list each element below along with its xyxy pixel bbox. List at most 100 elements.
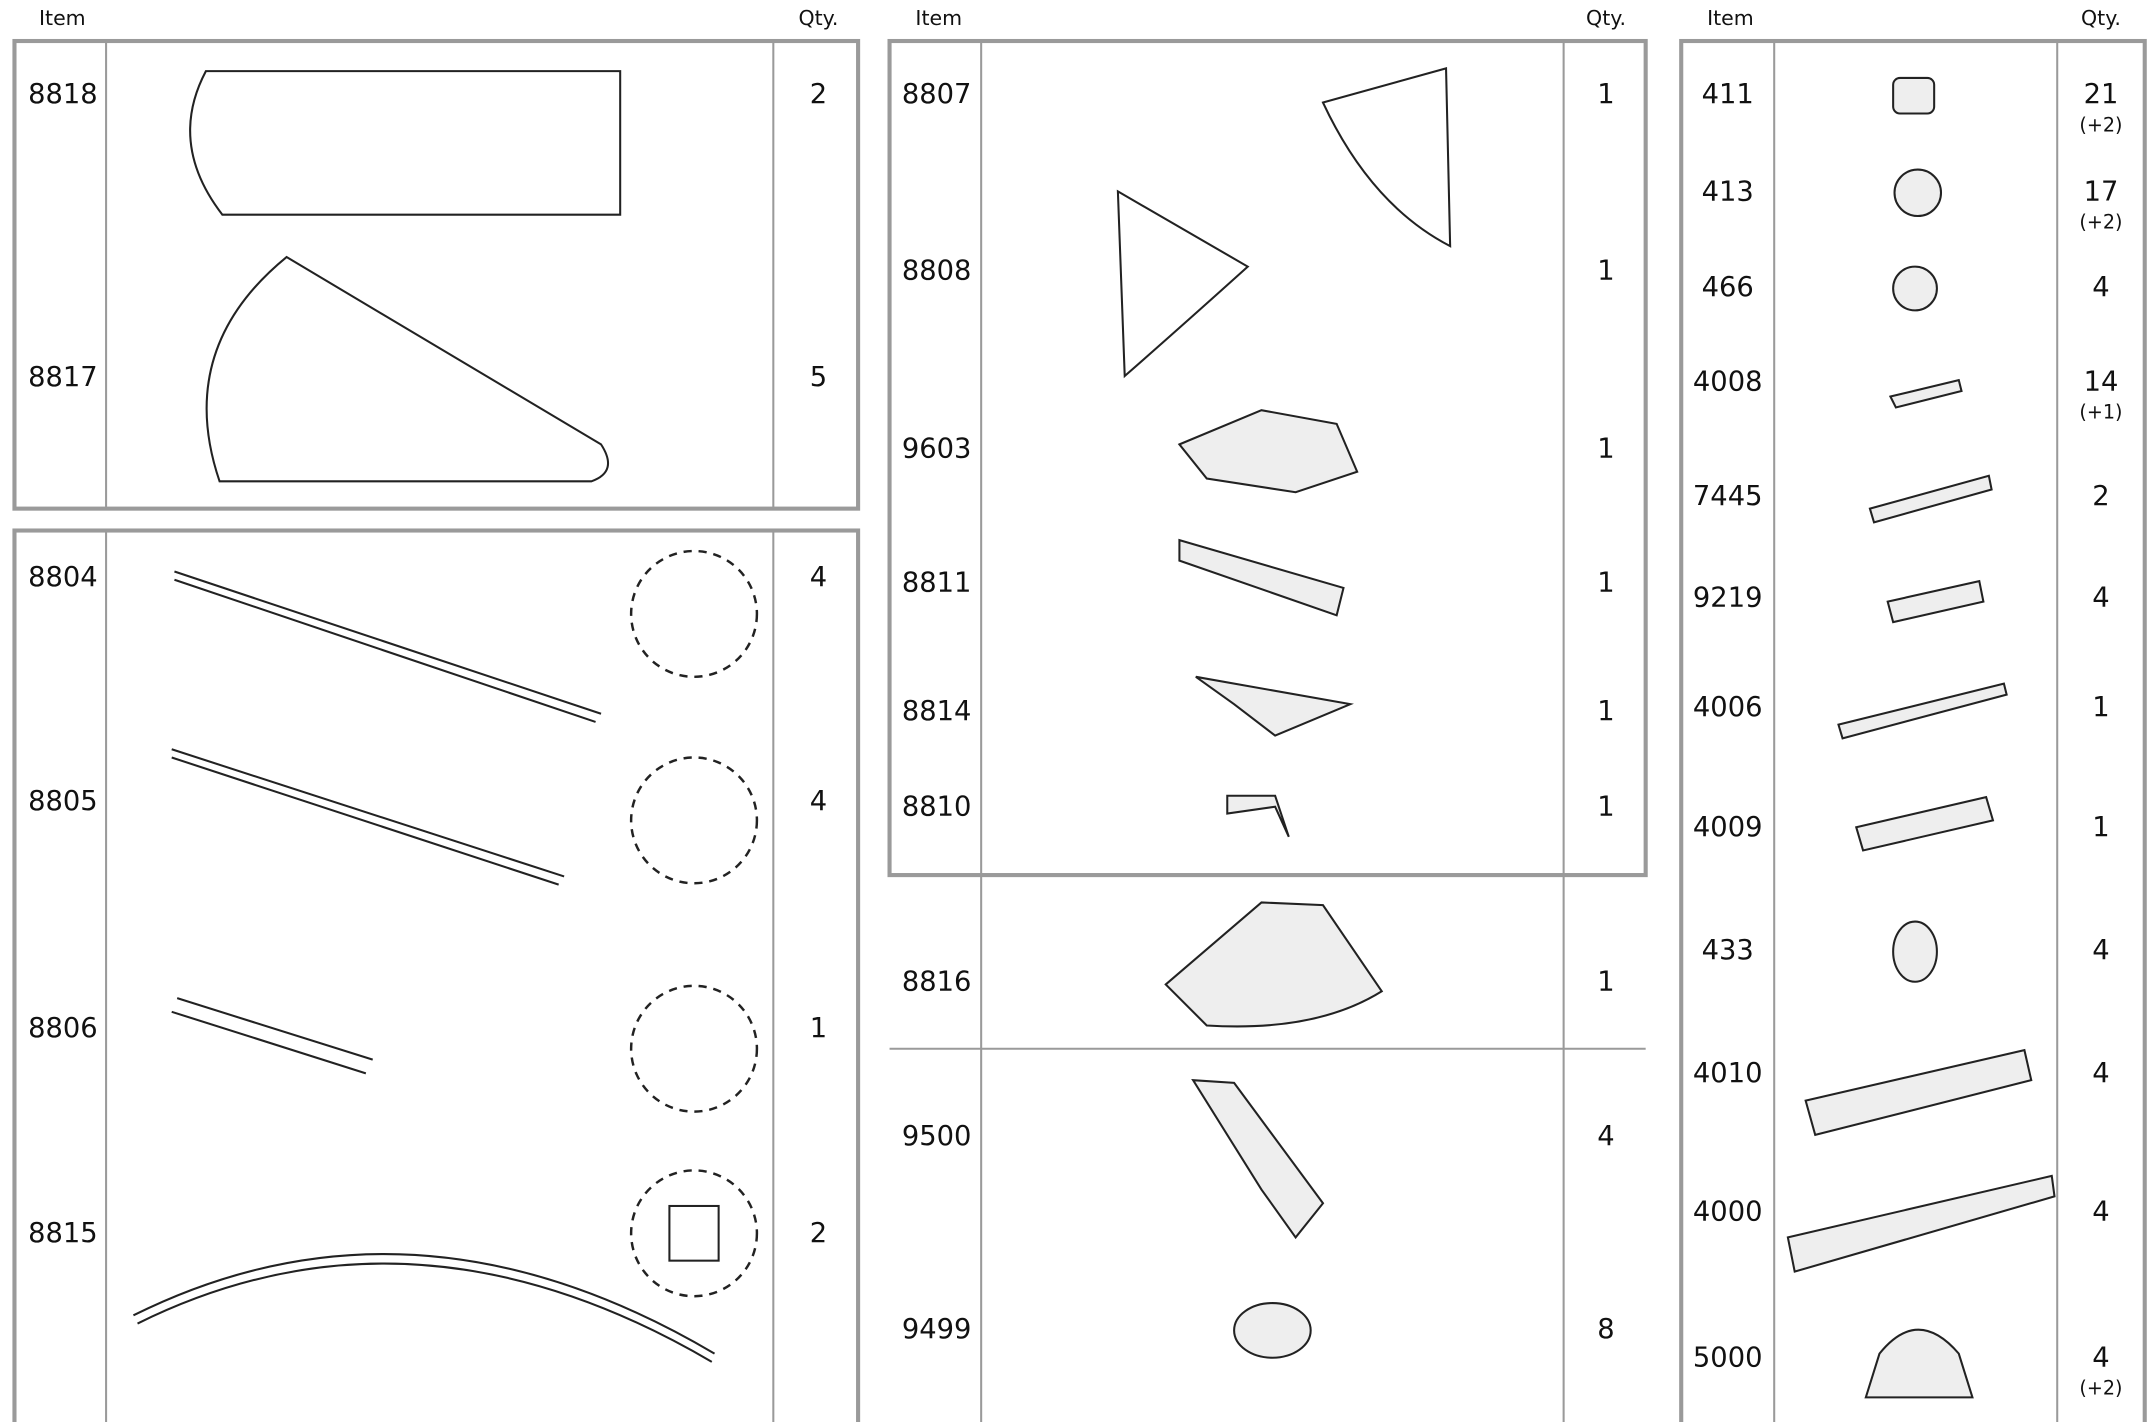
quantity: 2	[810, 79, 827, 110]
item-number: 7445	[1693, 481, 1763, 512]
quantity: 1	[1597, 433, 1614, 464]
item-number: 9500	[902, 1121, 972, 1152]
quantity: 1	[1597, 256, 1614, 287]
quantity: 4	[2092, 1343, 2109, 1374]
screw-drawing	[1886, 579, 1985, 624]
quantity: 1	[1597, 792, 1614, 823]
quantity: 1	[2092, 812, 2109, 843]
bracket-drawing	[1321, 67, 1452, 248]
tube-detail	[668, 1204, 720, 1262]
item-number: 8810	[902, 792, 972, 823]
quantity: 4	[2092, 1058, 2109, 1089]
header-item: Item	[39, 6, 86, 30]
quantity: 4	[1597, 1121, 1614, 1152]
header-item: Item	[1707, 6, 1754, 30]
section-frame	[12, 38, 861, 511]
item-number: 4008	[1693, 366, 1763, 397]
rail-drawing	[171, 748, 565, 886]
connector-drawing	[1195, 675, 1354, 737]
quantity: 1	[810, 1013, 827, 1044]
nut-drawing	[1893, 168, 1943, 218]
header-qty: Qty.	[2081, 6, 2121, 30]
clip-drawing	[1191, 1079, 1325, 1240]
item-number: 8804	[28, 562, 98, 593]
item-number: 8811	[902, 567, 972, 598]
bracket-drawing	[1116, 189, 1250, 379]
quantity: 21	[2084, 79, 2119, 110]
nut-drawing	[1892, 265, 1938, 312]
anchor-drawing	[1854, 795, 1995, 852]
quantity: 1	[1597, 696, 1614, 727]
item-number: 411	[1702, 79, 1754, 110]
detail-circle	[629, 984, 759, 1113]
item-number: 8805	[28, 786, 98, 817]
item-number: 4010	[1693, 1058, 1763, 1089]
quantity: 2	[2092, 481, 2109, 512]
panel-drawing	[205, 255, 610, 483]
item-number: 8806	[28, 1013, 98, 1044]
item-number: 8807	[902, 79, 972, 110]
item-number: 5000	[1693, 1343, 1763, 1374]
spare-quantity: (+2)	[2079, 1377, 2122, 1400]
plate-drawing	[1177, 409, 1359, 494]
quantity: 5	[810, 362, 827, 393]
washer-drawing	[1892, 920, 1938, 983]
screw-drawing	[1837, 682, 2008, 740]
illustrations	[132, 67, 2056, 1399]
section-frame	[1679, 38, 2147, 1422]
quantity: 4	[2092, 272, 2109, 303]
quantity: 4	[2092, 1196, 2109, 1227]
spare-quantity: (+1)	[2079, 400, 2122, 423]
clip-drawing	[1233, 1302, 1312, 1359]
arch-drawing	[132, 1253, 716, 1363]
item-number: 9603	[902, 433, 972, 464]
quantity: 1	[2092, 692, 2109, 723]
detail-circle	[629, 1169, 759, 1298]
header-qty: Qty.	[798, 6, 838, 30]
item-number: 4009	[1693, 812, 1763, 843]
angle-drawing	[1226, 794, 1290, 838]
cap-drawing	[1864, 1328, 1974, 1399]
lag-bolt-drawing	[1786, 1174, 2056, 1273]
quantity: 17	[2084, 176, 2119, 207]
item-number: 8817	[28, 362, 98, 393]
detail-circle	[629, 549, 759, 679]
quantity: 2	[810, 1218, 827, 1249]
bolt-drawing	[1892, 76, 1936, 115]
quantity: 4	[810, 786, 827, 817]
quantity: 1	[1597, 567, 1614, 598]
section-frame	[12, 528, 861, 1422]
spare-quantity: (+2)	[2079, 210, 2122, 233]
quantity: 4	[2092, 935, 2109, 966]
quantity: 4	[2092, 582, 2109, 613]
quantity: 1	[1597, 967, 1614, 998]
item-number: 433	[1702, 935, 1754, 966]
quantity: 1	[1597, 79, 1614, 110]
item-number: 8818	[28, 79, 98, 110]
plug-drawing	[1804, 1048, 2033, 1137]
quantity: 4	[810, 562, 827, 593]
rail-drawing	[174, 570, 602, 723]
header-item: Item	[915, 6, 962, 30]
item-number: 4006	[1693, 692, 1763, 723]
item-number: 8816	[902, 967, 972, 998]
item-number: 8808	[902, 256, 972, 287]
item-number: 413	[1702, 176, 1754, 207]
item-number: 8815	[28, 1218, 98, 1249]
quantity: 14	[2084, 366, 2119, 397]
rail-drawing	[171, 997, 374, 1075]
panel-drawing	[189, 70, 622, 216]
item-number: 8814	[902, 696, 972, 727]
item-number: 9219	[1693, 582, 1763, 613]
screw-drawing	[1888, 378, 1963, 409]
connector-drawing	[1178, 538, 1345, 617]
hub-drawing	[1164, 901, 1384, 1028]
quantity: 8	[1597, 1314, 1614, 1345]
item-number: 9499	[902, 1314, 972, 1345]
header-qty: Qty.	[1586, 6, 1626, 30]
item-number: 4000	[1693, 1196, 1763, 1227]
detail-circle	[629, 756, 759, 885]
spare-quantity: (+2)	[2079, 113, 2122, 136]
